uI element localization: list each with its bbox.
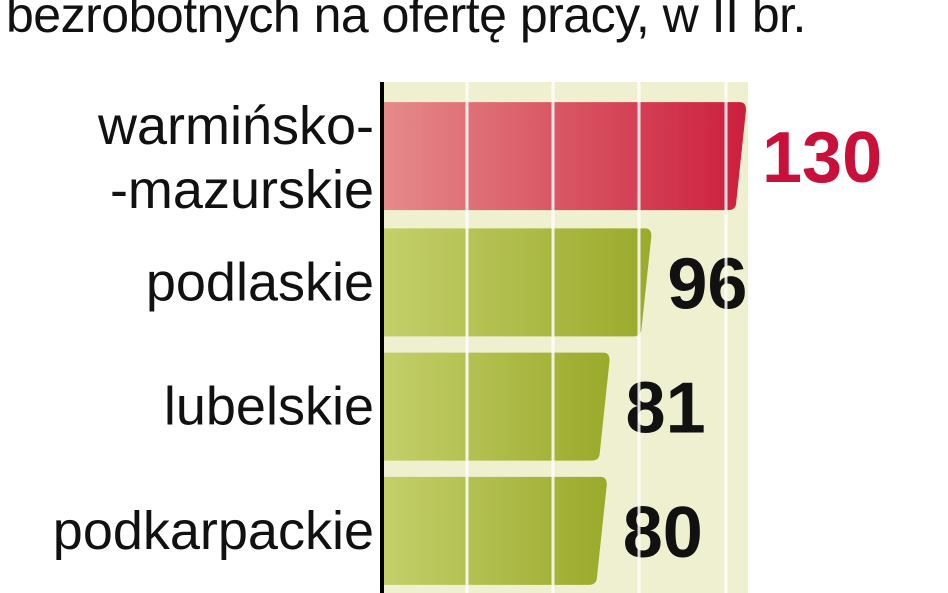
bar-3 [384,352,610,461]
value-label-4: 80 [623,493,703,573]
category-label-3: lubelskie [164,377,374,437]
value-label-2: 96 [667,244,747,324]
bar-4 [384,476,607,585]
category-label-1-line-1: warmińsko- [97,96,374,156]
category-label-2: podlaskie [146,252,374,312]
category-label-1-line-2: -mazurskie [110,160,374,220]
bar-2 [384,228,652,337]
bar-1 [384,102,746,211]
value-label-1: 130 [762,118,882,198]
chart-title: bezrobotnych na ofertę pracy, w II br. [6,0,806,43]
category-label-4: podkarpackie [53,501,374,561]
